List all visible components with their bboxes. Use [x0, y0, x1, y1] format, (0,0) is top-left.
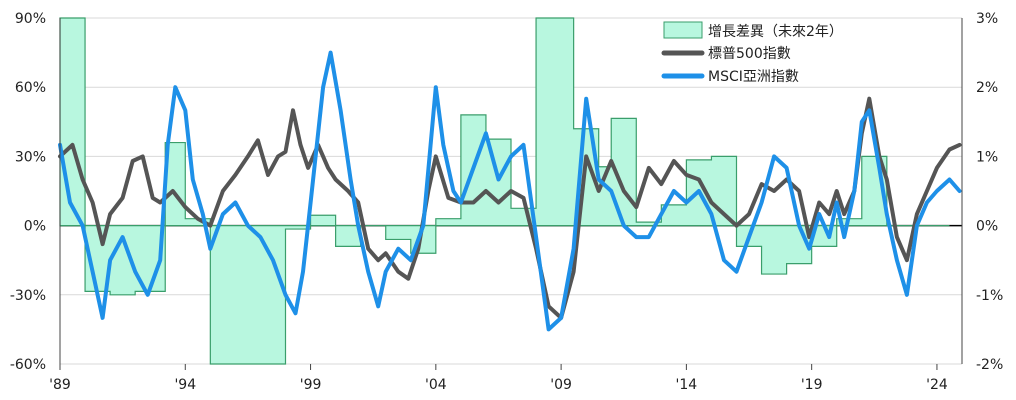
right-tick-label: -1%	[976, 288, 1003, 304]
sp500-line	[58, 96, 962, 320]
right-tick-label: 3%	[976, 11, 998, 27]
x-tick-label: '24	[926, 377, 948, 393]
growth-difference-area	[59, 17, 950, 365]
left-tick-label: 60%	[15, 80, 46, 96]
right-tick-label: -2%	[976, 357, 1003, 373]
legend-label-sp500: 標普500指數	[708, 46, 791, 62]
x-tick-label: '89	[49, 377, 71, 393]
x-tick-label: '09	[550, 377, 572, 393]
left-tick-label: 30%	[15, 149, 46, 165]
left-tick-label: -60%	[10, 357, 46, 373]
right-tick-label: 2%	[976, 80, 998, 96]
left-tick-label: -30%	[10, 288, 46, 304]
right-tick-label: 1%	[976, 149, 998, 165]
growth-difference-area-layer	[59, 17, 950, 365]
legend-label-growth-difference: 增長差異（未來2年）	[708, 24, 843, 40]
x-tick-label: '14	[676, 377, 698, 393]
msci-asia-line	[58, 50, 962, 332]
x-tick-label: '04	[425, 377, 447, 393]
x-tick-label: '94	[174, 377, 196, 393]
x-tick-label: '19	[801, 377, 823, 393]
left-tick-label: 90%	[15, 11, 46, 27]
axes-layer: 90% 60% 30% 0% -30% -60% 3% 2% 1% 0% -1% -2% '89 '94 '…	[10, 11, 1003, 393]
legend: 增長差異（未來2年） 標普500指數 MSCI亞洲指數	[661, 21, 843, 85]
right-tick-label: 0%	[976, 219, 998, 235]
x-tick-label: '99	[300, 377, 322, 393]
legend-label-msci-asia: MSCI亞洲指數	[708, 69, 799, 85]
index-lines-layer	[58, 50, 962, 332]
legend-swatch-growth-difference	[663, 21, 703, 39]
left-tick-label: 0%	[24, 219, 46, 235]
